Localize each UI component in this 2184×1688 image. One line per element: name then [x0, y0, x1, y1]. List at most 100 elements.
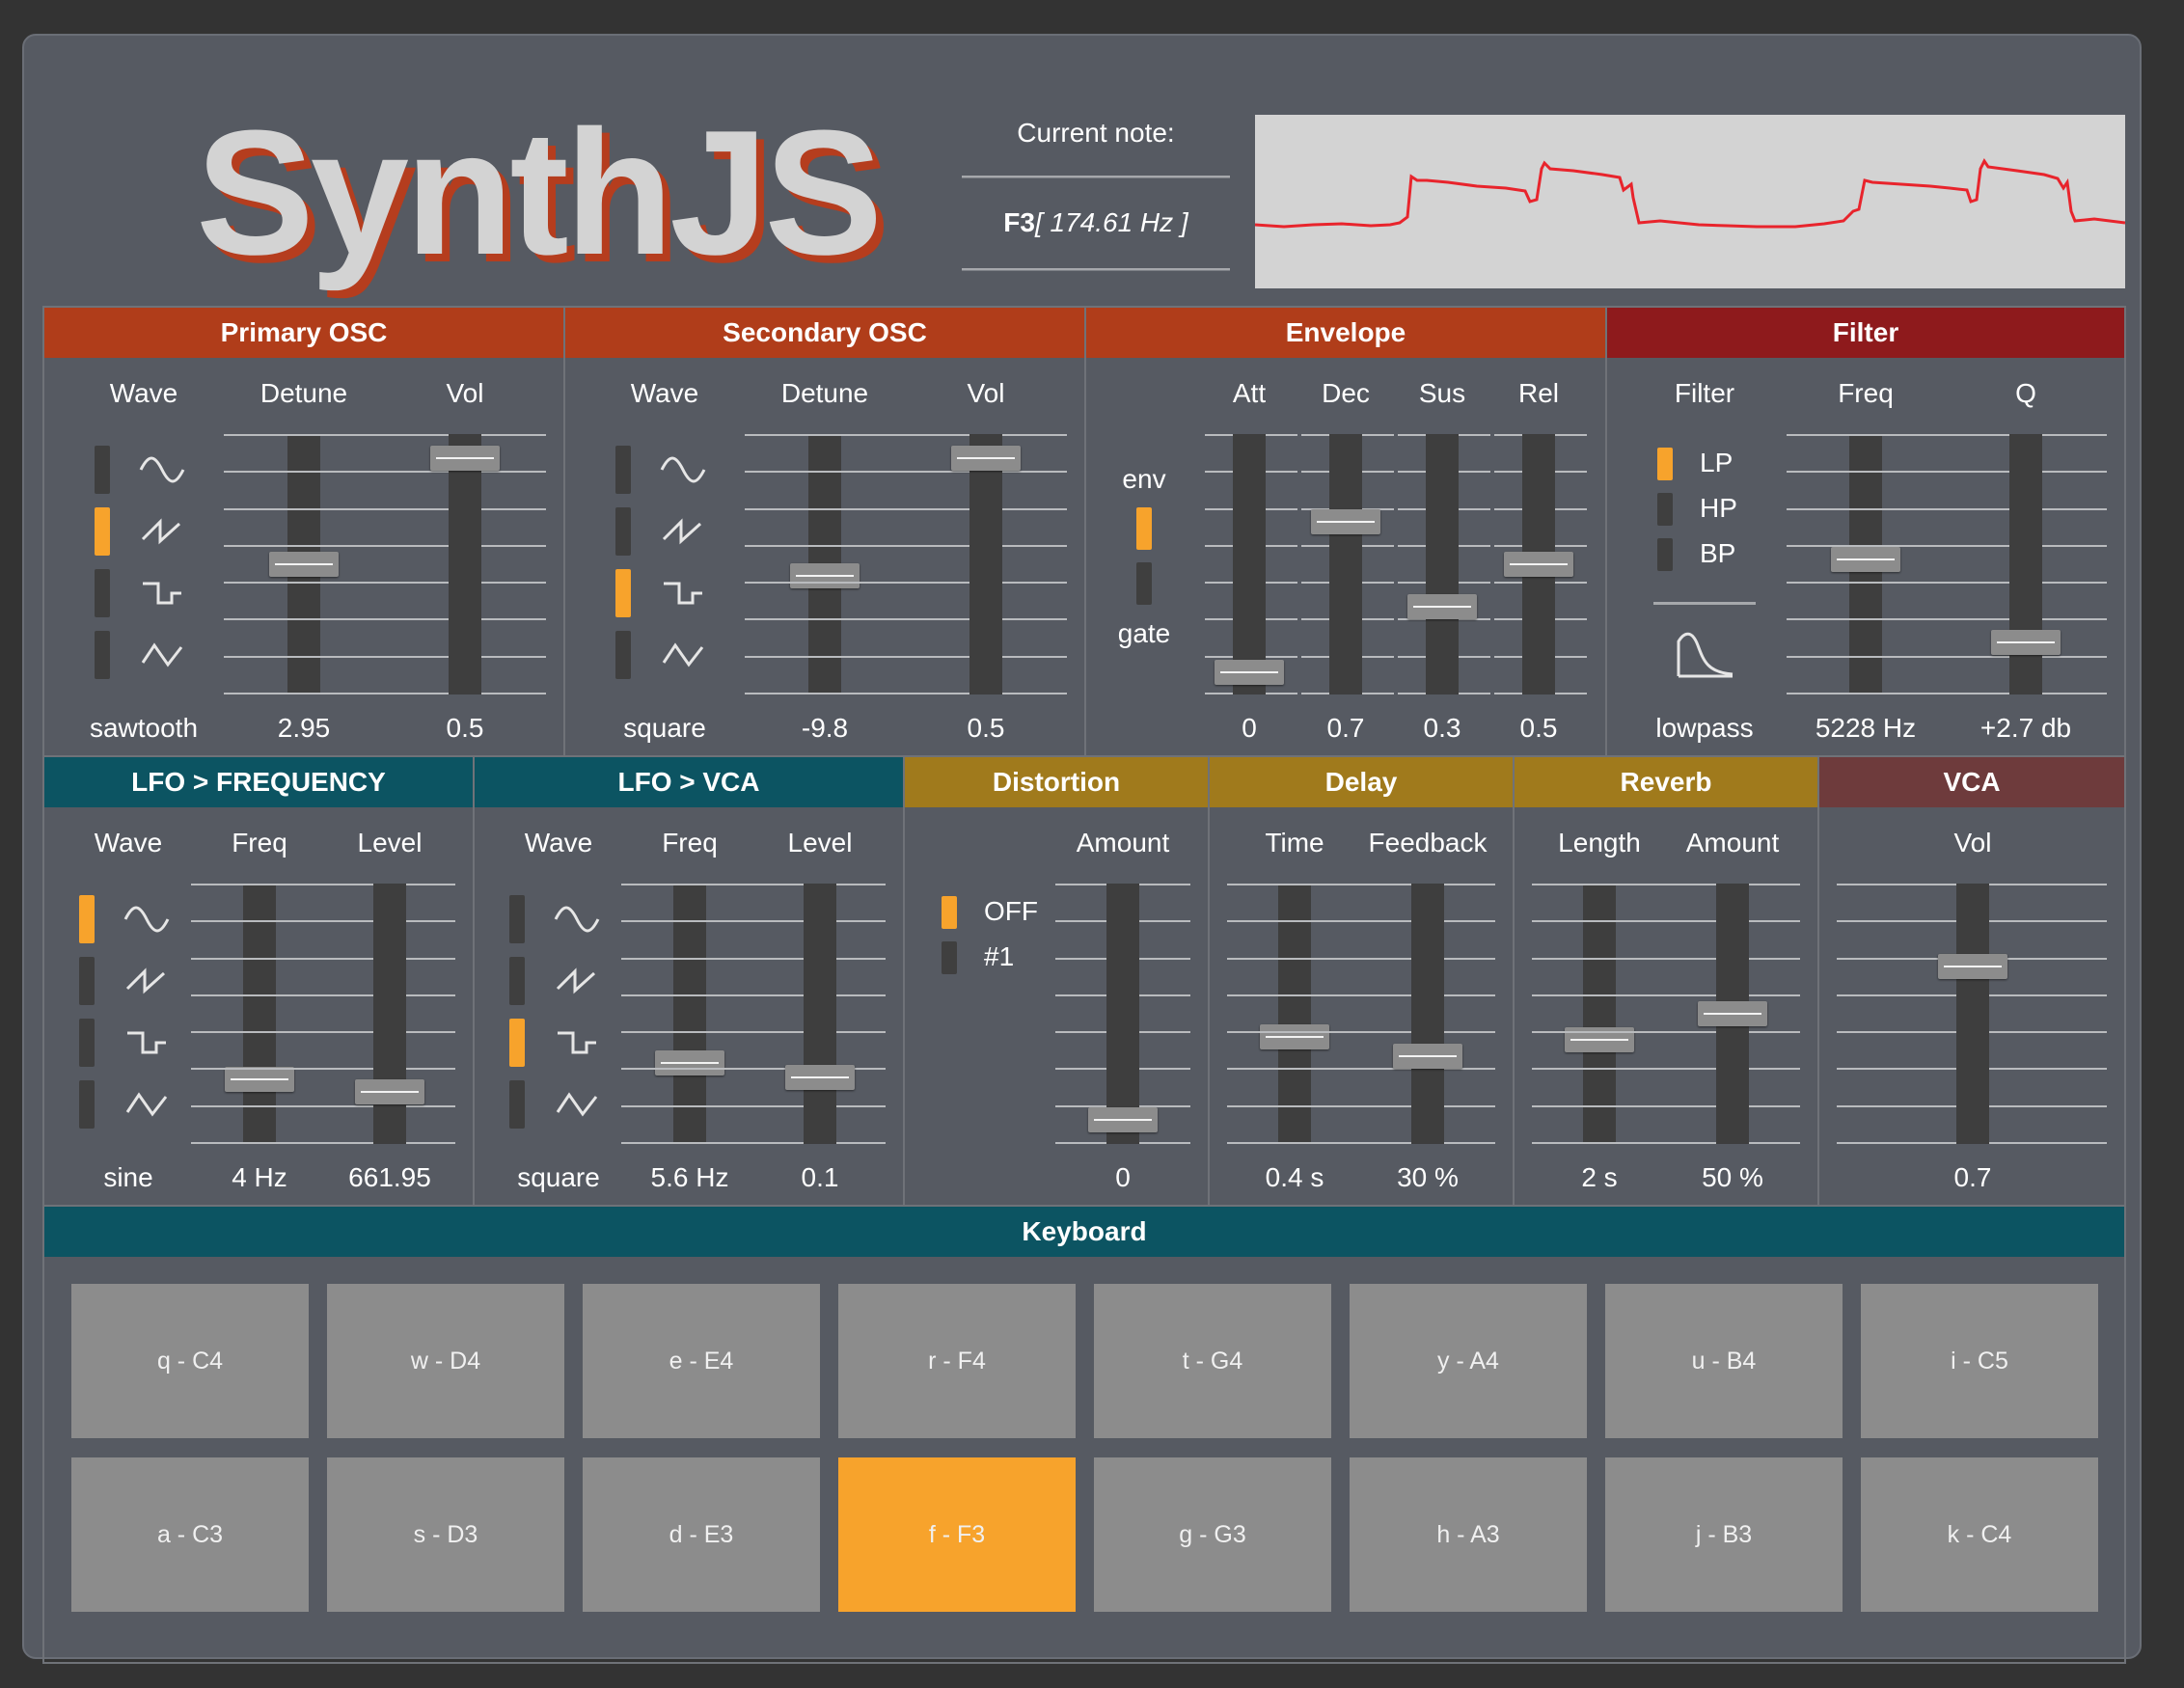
gate-mode-toggle[interactable] — [1136, 562, 1152, 605]
secondary-osc-wave-option-3[interactable] — [615, 631, 631, 679]
primary-osc-wave-option-3[interactable] — [95, 631, 110, 679]
fader-thumb[interactable] — [269, 552, 339, 577]
key-e3-row2[interactable]: d - E3 — [583, 1457, 820, 1612]
fader-thumb[interactable] — [1311, 509, 1380, 535]
primary-osc-vol-fader[interactable] — [224, 434, 546, 694]
key-d4-row1[interactable]: w - D4 — [327, 1284, 564, 1438]
filter-type-option-lp[interactable] — [1657, 448, 1673, 480]
sawtooth-wave-icon[interactable] — [660, 514, 706, 549]
fader-thumb[interactable] — [785, 1064, 855, 1090]
distortion-option-0[interactable] — [942, 896, 957, 929]
lfo-frequency-wave-option-1[interactable] — [79, 957, 95, 1005]
filter-type-label-hp[interactable]: HP — [1700, 493, 1737, 523]
fader-thumb[interactable] — [1260, 1024, 1329, 1050]
key-g3-row2[interactable]: g - G3 — [1094, 1457, 1331, 1612]
fader-thumb[interactable] — [430, 446, 500, 472]
fader-thumb[interactable] — [355, 1078, 424, 1104]
filter-type-label-lp[interactable]: LP — [1700, 448, 1734, 477]
fader-thumb[interactable] — [951, 446, 1021, 472]
fader-track[interactable] — [1426, 434, 1459, 694]
sine-wave-icon[interactable] — [660, 452, 706, 487]
fader-track[interactable] — [373, 884, 406, 1144]
fader-thumb[interactable] — [1215, 660, 1284, 686]
fader-thumb[interactable] — [1504, 552, 1573, 577]
delay-feedback-fader[interactable] — [1227, 884, 1495, 1144]
sawtooth-wave-icon[interactable] — [139, 514, 185, 549]
reverb-amount-fader[interactable] — [1532, 884, 1800, 1144]
key-d3-row2[interactable]: s - D3 — [327, 1457, 564, 1612]
vca-vol-fader[interactable] — [1837, 884, 2107, 1144]
lfo-vca-wave-option-0[interactable] — [509, 895, 525, 943]
key-c4-row1[interactable]: q - C4 — [71, 1284, 309, 1438]
primary-osc-wave-option-1[interactable] — [95, 507, 110, 556]
triangle-wave-icon[interactable] — [660, 638, 706, 672]
square-wave-icon[interactable] — [123, 1025, 170, 1060]
fader-track[interactable] — [1278, 884, 1311, 1144]
fader-track[interactable] — [969, 434, 1002, 694]
fader-thumb[interactable] — [1991, 629, 2061, 655]
distortion-option-label-0[interactable]: OFF — [984, 896, 1038, 926]
fader-track[interactable] — [243, 884, 276, 1144]
triangle-wave-icon[interactable] — [139, 638, 185, 672]
fader-track[interactable] — [673, 884, 706, 1144]
fader-track[interactable] — [804, 884, 836, 1144]
filter-type-label-bp[interactable]: BP — [1700, 538, 1736, 568]
fader-track[interactable] — [1329, 434, 1362, 694]
fader-thumb[interactable] — [790, 563, 860, 589]
key-c5-row1[interactable]: i - C5 — [1861, 1284, 2098, 1438]
sine-wave-icon[interactable] — [123, 902, 170, 937]
lfo-vca-wave-option-3[interactable] — [509, 1080, 525, 1129]
lfo-vca-wave-option-1[interactable] — [509, 957, 525, 1005]
fader-thumb[interactable] — [225, 1067, 294, 1093]
env-mode-toggle[interactable] — [1136, 507, 1152, 550]
fader-track[interactable] — [1106, 884, 1139, 1144]
fader-thumb[interactable] — [1393, 1043, 1462, 1069]
sine-wave-icon[interactable] — [139, 452, 185, 487]
envelope-dec-fader[interactable] — [1301, 434, 1394, 694]
key-c4-row2[interactable]: k - C4 — [1861, 1457, 2098, 1612]
fader-track[interactable] — [1583, 884, 1616, 1144]
envelope-att-fader[interactable] — [1205, 434, 1297, 694]
key-b3-row2[interactable]: j - B3 — [1605, 1457, 1843, 1612]
envelope-rel-fader[interactable] — [1494, 434, 1587, 694]
fader-thumb[interactable] — [1938, 954, 2007, 980]
key-f3-row2[interactable]: f - F3 — [838, 1457, 1076, 1612]
triangle-wave-icon[interactable] — [123, 1087, 170, 1122]
fader-thumb[interactable] — [1088, 1106, 1158, 1132]
fader-thumb[interactable] — [1407, 593, 1477, 619]
triangle-wave-icon[interactable] — [554, 1087, 600, 1122]
sawtooth-wave-icon[interactable] — [123, 964, 170, 998]
lfo-frequency-level-fader[interactable] — [191, 884, 455, 1144]
fader-track[interactable] — [1411, 884, 1444, 1144]
fader-track[interactable] — [1233, 434, 1266, 694]
key-b4-row1[interactable]: u - B4 — [1605, 1284, 1843, 1438]
filter-type-option-hp[interactable] — [1657, 493, 1673, 526]
secondary-osc-wave-option-0[interactable] — [615, 446, 631, 494]
fader-thumb[interactable] — [1698, 1001, 1767, 1026]
sine-wave-icon[interactable] — [554, 902, 600, 937]
lfo-frequency-wave-option-3[interactable] — [79, 1080, 95, 1129]
filter-type-option-bp[interactable] — [1657, 538, 1673, 571]
secondary-osc-wave-option-2[interactable] — [615, 569, 631, 617]
lfo-vca-wave-option-2[interactable] — [509, 1019, 525, 1067]
sawtooth-wave-icon[interactable] — [554, 964, 600, 998]
lfo-frequency-wave-option-2[interactable] — [79, 1019, 95, 1067]
square-wave-icon[interactable] — [139, 576, 185, 611]
fader-thumb[interactable] — [1831, 547, 1900, 573]
key-g4-row1[interactable]: t - G4 — [1094, 1284, 1331, 1438]
fader-track[interactable] — [2009, 434, 2042, 694]
key-a3-row2[interactable]: h - A3 — [1350, 1457, 1587, 1612]
fader-thumb[interactable] — [655, 1050, 724, 1076]
envelope-sus-fader[interactable] — [1398, 434, 1490, 694]
filter-q-fader[interactable] — [1787, 434, 2107, 694]
primary-osc-wave-option-2[interactable] — [95, 569, 110, 617]
secondary-osc-vol-fader[interactable] — [745, 434, 1067, 694]
square-wave-icon[interactable] — [660, 576, 706, 611]
distortion-amount-fader[interactable] — [1055, 884, 1190, 1144]
primary-osc-wave-option-0[interactable] — [95, 446, 110, 494]
lfo-frequency-wave-option-0[interactable] — [79, 895, 95, 943]
fader-track[interactable] — [1956, 884, 1989, 1144]
fader-track[interactable] — [449, 434, 481, 694]
distortion-option-1[interactable] — [942, 941, 957, 974]
key-f4-row1[interactable]: r - F4 — [838, 1284, 1076, 1438]
